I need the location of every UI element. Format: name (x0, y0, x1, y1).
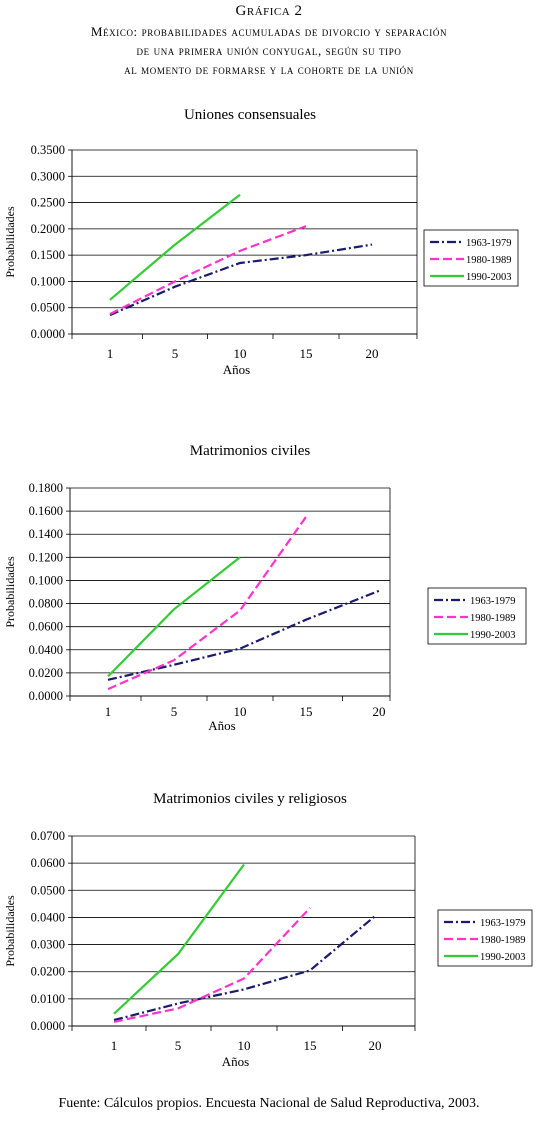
y-tick-label: 0.2000 (31, 222, 65, 236)
x-tick-label: 20 (369, 1038, 382, 1053)
legend-label: 1980-1989 (466, 255, 512, 266)
y-tick-label: 0.1000 (31, 274, 65, 288)
x-tick-label: 15 (300, 346, 313, 361)
legend-label: 1963-1979 (466, 238, 512, 249)
x-tick-label: 5 (172, 346, 179, 361)
y-tick-label: 0.0000 (29, 689, 63, 703)
y-tick-label: 0.1400 (29, 527, 63, 541)
x-tick-label: 10 (234, 346, 247, 361)
figure-label: Gráfica 2 (235, 3, 303, 19)
y-tick-label: 0.0000 (31, 1019, 65, 1033)
x-axis-label: Años (208, 718, 235, 733)
x-axis-label: Años (222, 1054, 249, 1069)
legend-label: 1963-1979 (470, 596, 516, 607)
x-tick-label: 20 (373, 704, 386, 719)
figure-title-line-3: al momento de formarse y la cohorte de l… (124, 62, 414, 77)
y-tick-label: 0.1600 (29, 504, 63, 518)
y-tick-label: 0.2500 (31, 196, 65, 210)
chart-uniones-consensuales: Uniones consensuales 0.0000 0.0500 0.1000 0.… (3, 107, 519, 377)
x-tick-label: 5 (175, 1038, 182, 1053)
series-line-1980-1989 (107, 516, 307, 691)
y-tick-label: 0.0800 (29, 597, 63, 611)
y-tick-label: 0.1500 (31, 248, 65, 262)
y-axis-label: Probabilidades (3, 556, 17, 628)
x-tick-label: 1 (105, 704, 112, 719)
series-line-1990-2003 (107, 556, 241, 678)
y-tick-label: 0.1000 (29, 573, 63, 587)
x-tick-label: 10 (238, 1038, 251, 1053)
legend-label: 1980-1989 (470, 613, 516, 624)
y-tick-label: 0.0300 (31, 938, 65, 952)
x-tick-label: 15 (304, 1038, 317, 1053)
y-tick-label: 0.0600 (29, 620, 63, 634)
y-tick-label: 0.0400 (29, 643, 63, 657)
y-tick-label: 0.0000 (31, 327, 65, 341)
chart-matrimonios-civiles: Matrimonios civiles 0.0000 0.0200 0.0400 0.0… (3, 443, 527, 733)
series-line-1980-1989 (109, 225, 307, 315)
legend-label: 1990-2003 (480, 952, 526, 963)
legend-label: 1990-2003 (466, 272, 512, 283)
series-line-1990-2003 (113, 863, 245, 1015)
x-tick-label: 1 (111, 1038, 118, 1053)
y-tick-label: 0.0100 (31, 992, 65, 1006)
y-tick-label: 0.0400 (31, 910, 65, 924)
x-tick-label: 10 (234, 704, 247, 719)
y-tick-label: 0.1800 (29, 481, 63, 495)
figure-title-line-2: de una primera unión conyugal, según su … (136, 43, 402, 58)
series-line-1963-1979 (109, 243, 373, 317)
series-line-1963-1979 (113, 915, 376, 1022)
series-line-1980-1989 (113, 907, 311, 1023)
x-tick-label: 1 (107, 346, 114, 361)
x-axis-label: Años (223, 362, 250, 377)
chart-matrimonios-civiles-y-religiosos: Matrimonios civiles y religiosos 0.0000 0.… (3, 791, 533, 1069)
series-line-1990-2003 (109, 193, 241, 301)
chart-title: Uniones consensuales (184, 107, 316, 123)
y-tick-label: 0.3000 (31, 169, 65, 183)
y-tick-label: 0.0500 (31, 883, 65, 897)
legend-label: 1990-2003 (470, 630, 516, 641)
y-tick-label: 0.0200 (31, 965, 65, 979)
y-tick-label: 0.0700 (31, 829, 65, 843)
y-tick-label: 0.0500 (31, 301, 65, 315)
series-line-1963-1979 (107, 589, 380, 681)
y-tick-label: 0.0600 (31, 856, 65, 870)
chart-title: Matrimonios civiles y religiosos (153, 791, 347, 807)
legend-label: 1980-1989 (480, 935, 526, 946)
legend-label: 1963-1979 (480, 918, 526, 929)
y-axis-label: Probabilidades (3, 206, 17, 278)
y-tick-label: 0.1200 (29, 550, 63, 564)
x-tick-label: 20 (366, 346, 379, 361)
source-note: Fuente: Cálculos propios. Encuesta Nacio… (58, 1096, 480, 1111)
chart-title: Matrimonios civiles (190, 443, 311, 459)
y-axis-label: Probabilidades (3, 895, 17, 967)
y-tick-label: 0.0200 (29, 666, 63, 680)
x-tick-label: 5 (171, 704, 178, 719)
x-tick-label: 15 (300, 704, 313, 719)
y-tick-label: 0.3500 (31, 143, 65, 157)
figure-title-line-1: México: probabilidades acumuladas de div… (90, 24, 448, 39)
